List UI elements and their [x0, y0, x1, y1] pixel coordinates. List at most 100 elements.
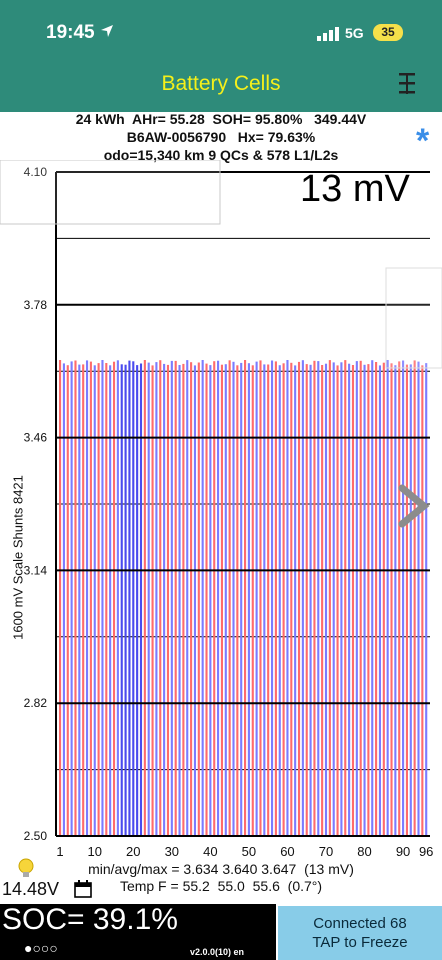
cell-voltage-chart[interactable]: 4.10 3.78 3.46 3.14 2.82 2.50 1 10 20 30 40 50 60 70 8… — [0, 160, 442, 860]
cell-bar-61 — [290, 362, 293, 836]
cell-bar-43 — [220, 364, 223, 836]
cell-bar-49 — [244, 360, 247, 836]
y-tick-label: 3.78 — [24, 298, 48, 312]
cell-bar-12 — [101, 360, 104, 836]
cell-bar-71 — [328, 360, 331, 836]
cell-bar-36 — [193, 365, 197, 836]
y-tick-label: 2.50 — [24, 829, 48, 843]
cell-bar-27 — [159, 360, 162, 836]
min-avg-max: min/avg/max = 3.634 3.640 3.647 (13 mV) — [88, 861, 354, 877]
freeze-button[interactable]: Connected 68 TAP to Freeze — [278, 906, 442, 960]
page-indicator: ●○○○ — [24, 940, 58, 956]
cell-bar-29 — [166, 364, 170, 836]
vin-health-line: B6AW-0056790 Hx= 79.63% — [126, 129, 316, 145]
cell-bar-96 — [425, 363, 428, 836]
cell-bar-73 — [336, 365, 339, 836]
soc-panel — [0, 904, 276, 960]
cell-bar-65 — [305, 364, 308, 836]
aux-battery-voltage: 14.48V — [2, 879, 60, 899]
cell-bar-40 — [209, 365, 212, 836]
cell-bar-66 — [309, 364, 312, 836]
app-bar — [0, 62, 442, 112]
x-tick-label: 1 — [56, 844, 63, 859]
cell-bar-95 — [421, 365, 424, 836]
x-tick-label: 96 — [419, 844, 433, 859]
x-tick-label: 70 — [319, 844, 333, 859]
cell-bar-75 — [344, 360, 347, 836]
cell-bar-52 — [255, 361, 258, 836]
cell-bar-14 — [109, 365, 112, 836]
lightbulb-icon[interactable] — [17, 858, 35, 880]
cell-bar-47 — [236, 365, 239, 836]
x-tick-label: 20 — [126, 844, 140, 859]
cell-bar-44 — [224, 364, 227, 836]
cell-bar-55 — [267, 364, 270, 836]
cell-bar-50 — [247, 363, 250, 836]
cell-bar-33 — [182, 363, 185, 836]
cell-bar-39 — [205, 363, 208, 836]
cell-bar-11 — [97, 363, 100, 836]
cell-bar-35 — [190, 362, 193, 836]
cell-bar-19 — [128, 360, 131, 836]
cell-bar-13 — [105, 363, 108, 836]
cell-bar-86 — [386, 360, 389, 836]
cell-bar-58 — [278, 365, 281, 836]
cell-bar-7 — [82, 364, 85, 836]
cell-bar-4 — [70, 361, 73, 836]
cell-bar-78 — [355, 361, 358, 836]
cell-bar-68 — [317, 361, 320, 836]
cell-bar-70 — [324, 363, 328, 836]
cell-bar-87 — [390, 363, 393, 836]
cell-bar-32 — [178, 365, 181, 836]
cell-bar-45 — [228, 360, 231, 836]
star-icon[interactable]: * — [416, 122, 430, 160]
cell-bar-67 — [313, 360, 316, 836]
cell-bar-89 — [398, 361, 401, 836]
cell-bar-59 — [282, 363, 285, 836]
cell-bar-38 — [201, 360, 204, 836]
page-title: Battery Cells — [161, 72, 281, 95]
cell-bar-21 — [136, 365, 139, 836]
temperature-line: Temp F = 55.2 55.0 55.6 (0.7°) — [119, 878, 323, 894]
y-tick-label: 4.10 — [24, 165, 48, 179]
cell-bar-82 — [371, 360, 374, 836]
cell-bar-22 — [139, 363, 143, 836]
cell-bar-24 — [147, 362, 150, 836]
cell-bar-46 — [232, 361, 235, 836]
cell-bar-81 — [367, 364, 370, 836]
odometer-line: odo=15,340 km 9 QCs & 578 L1/L2s — [103, 147, 339, 163]
cell-bar-64 — [301, 360, 304, 836]
cell-bar-83 — [375, 362, 378, 836]
freeze-label: TAP to Freeze — [312, 934, 408, 951]
x-tick-label: 30 — [165, 844, 179, 859]
cell-bar-90 — [402, 360, 405, 836]
status-bar: 19:45 5G 35 — [0, 0, 442, 62]
cell-bar-10 — [93, 365, 96, 836]
cell-bar-41 — [213, 361, 216, 836]
cell-bar-80 — [363, 364, 366, 836]
cell-bar-28 — [163, 363, 166, 836]
overlay-box — [0, 160, 221, 225]
cell-bar-17 — [120, 364, 123, 836]
calendar-icon[interactable] — [74, 880, 92, 898]
cell-bar-18 — [124, 364, 127, 836]
x-tick-label: 10 — [87, 844, 101, 859]
cell-bar-31 — [174, 360, 177, 836]
cell-bar-1 — [59, 360, 62, 836]
cell-bar-54 — [263, 364, 266, 836]
pack-summary-line: 24 kWh AHr= 55.28 SOH= 95.80% 349.44V — [75, 111, 367, 127]
cell-bar-6 — [78, 364, 81, 836]
version-label: v2.0.0(10) en — [190, 947, 245, 957]
cell-bar-63 — [297, 361, 301, 836]
chevron-right-icon[interactable] — [398, 484, 430, 528]
cell-bar-34 — [186, 360, 189, 836]
cell-bar-56 — [270, 360, 274, 836]
menu-icon[interactable] — [396, 70, 420, 96]
cell-bar-62 — [294, 365, 297, 836]
location-arrow-icon — [101, 25, 113, 37]
cell-bar-3 — [66, 365, 69, 836]
side-panel-handle — [385, 267, 442, 369]
status-time: 19:45 — [46, 22, 95, 43]
cell-bar-48 — [240, 362, 243, 836]
cell-bar-69 — [321, 365, 324, 836]
